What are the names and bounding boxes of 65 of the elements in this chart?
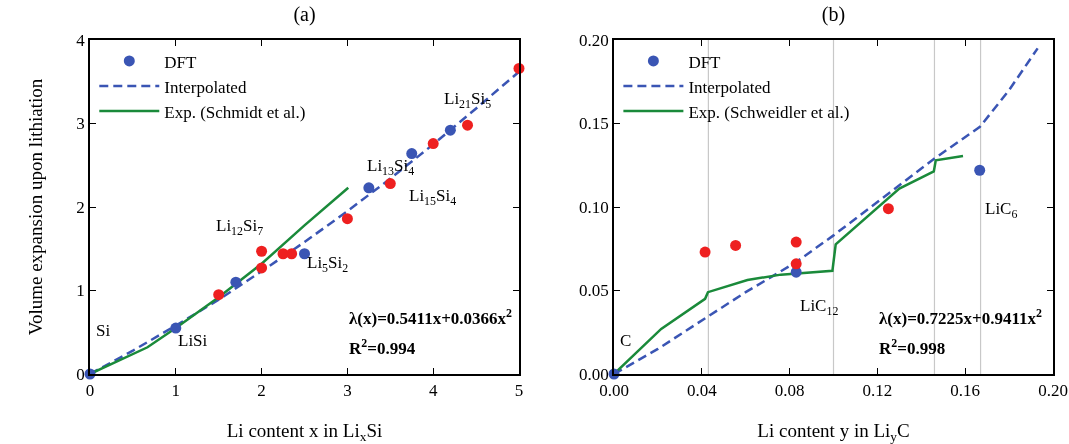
point (444, 124, 456, 136)
point (730, 239, 742, 251)
annotation: λ(x)=0.5411x+0.0366x$^{2}$ (349, 306, 513, 329)
y-tick-label: 2 (76, 197, 85, 217)
y-tick-label: 3 (76, 114, 85, 134)
legend-label: Exp. (Schweidler et al.) (688, 102, 850, 122)
x-tick-label: 2 (257, 381, 266, 401)
point (363, 182, 375, 194)
x-tick-label: 5 (514, 381, 524, 401)
point (170, 322, 182, 334)
point (427, 138, 439, 150)
point (384, 178, 396, 190)
annotation: Li$_{5}$Si$_{2}$ (307, 253, 349, 275)
point (213, 289, 225, 301)
x-tick-label: 0.16 (950, 381, 981, 401)
annotation: R$^{2}$=0.994 (349, 336, 416, 359)
point (974, 164, 986, 176)
point (699, 246, 711, 258)
chart-title: (a) (293, 2, 316, 26)
point (790, 236, 802, 248)
annotation: LiC$_{12}$ (800, 296, 839, 318)
x-axis-title: Li content x in Li$_{x}$Si (226, 420, 383, 444)
y-tick-label: 0.15 (579, 114, 609, 134)
point (462, 119, 474, 131)
x-tick-label: 0.00 (599, 381, 629, 401)
annotation: LiSi (178, 331, 208, 350)
point (341, 213, 353, 225)
y-tick-label: 0.10 (579, 197, 609, 217)
annotation: Li$_{21}$Si$_{5}$ (444, 89, 492, 111)
legend-label: DFT (688, 52, 722, 72)
y-tick-label: 0.00 (579, 364, 609, 384)
point (882, 203, 894, 215)
x-tick-label: 4 (428, 381, 438, 401)
point (230, 276, 242, 288)
point (256, 245, 268, 257)
legend-label: DFT (164, 52, 198, 72)
annotation: Li$_{12}$Si$_{7}$ (216, 216, 264, 238)
legend-label: Interpolated (688, 77, 772, 97)
point (256, 262, 268, 274)
x-tick-label: 0.08 (774, 381, 805, 401)
chart-title: (b) (821, 2, 846, 26)
legend-label: Interpolated (164, 77, 247, 97)
x-tick-label: 1 (171, 381, 181, 401)
annotation: Li$_{15}$Si$_{4}$ (409, 186, 457, 208)
x-tick-label: 3 (343, 381, 352, 401)
point (790, 258, 802, 270)
annotation: Si (96, 321, 111, 340)
y-tick-label: 1 (76, 281, 85, 301)
point (406, 148, 418, 160)
annotation: R$^{2}$=0.998 (879, 336, 946, 359)
y-tick-label: 0 (76, 364, 85, 384)
x-tick-label: 0.12 (862, 381, 893, 401)
y-tick-label: 0.20 (579, 30, 609, 50)
annotation: LiC$_{6}$ (985, 199, 1018, 221)
y-tick-label: 4 (76, 30, 86, 50)
x-tick-label: 0.04 (686, 381, 718, 401)
annotation: λ(x)=0.7225x+0.9411x$^{2}$ (879, 306, 1043, 329)
x-tick-label: 0.20 (1038, 381, 1068, 401)
y-tick-label: 0.05 (579, 281, 609, 301)
point (286, 248, 298, 260)
annotation: Li$_{13}$Si$_{4}$ (367, 156, 415, 178)
x-axis-title: Li content y in Li$_{y}$C (757, 420, 910, 444)
annotation: C (620, 331, 632, 350)
y-axis-title: Volume expansion upon lithiation (24, 78, 46, 336)
legend-label: Exp. (Schmidt et al.) (164, 102, 306, 122)
